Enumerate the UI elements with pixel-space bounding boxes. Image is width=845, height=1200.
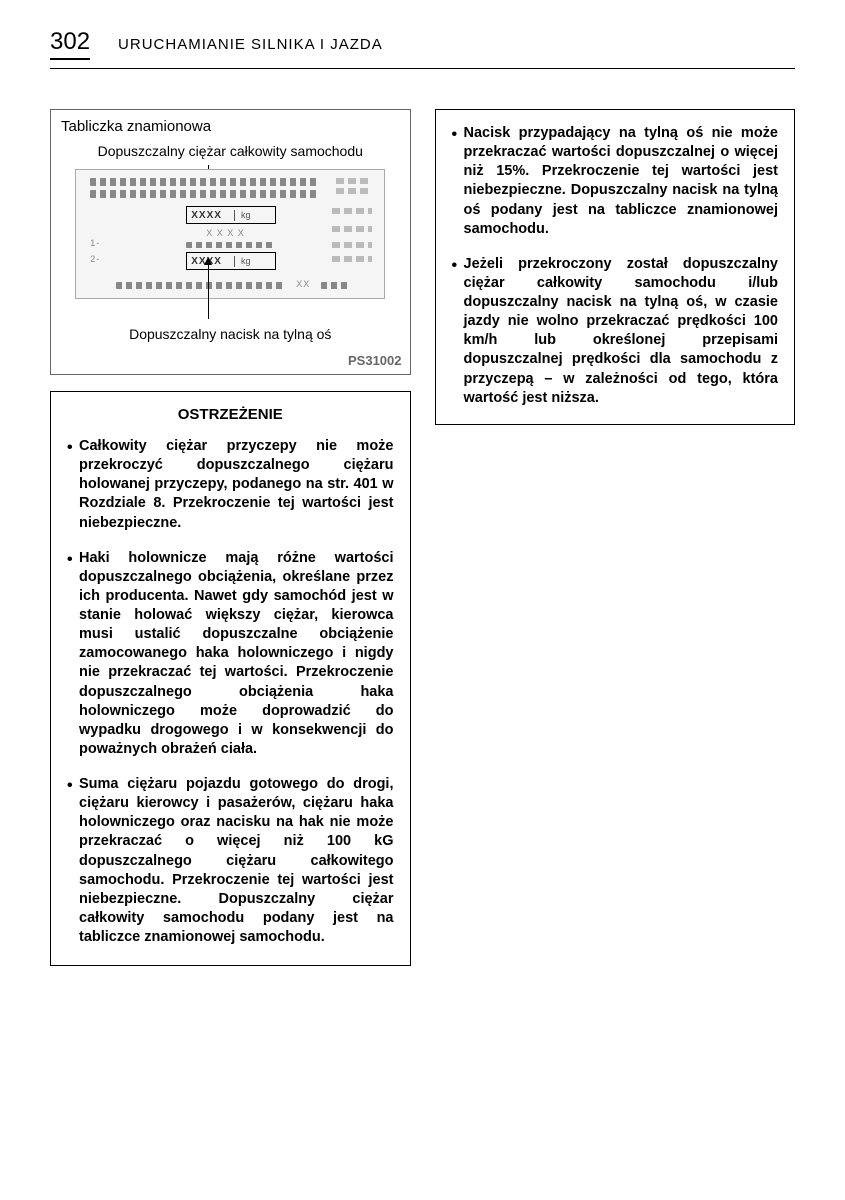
figure-label-bottom: Dopuszczalny nacisk na tylną oś <box>61 326 400 342</box>
content-wrapper: Tabliczka znamionowa Dopuszczalny ciężar… <box>0 69 845 966</box>
figure-title: Tabliczka znamionowa <box>61 118 400 135</box>
nameplate-unit-2: kg <box>241 256 251 266</box>
nameplate-gross-weight-row: XXXX kg <box>186 206 276 224</box>
nameplate-unit: kg <box>241 210 251 220</box>
right-column: Nacisk przypadający na tylną oś nie może… <box>435 109 796 966</box>
warning-title: OSTRZEŻENIE <box>67 406 394 423</box>
figure-box: Tabliczka znamionowa Dopuszczalny ciężar… <box>50 109 411 375</box>
warning-item: Całkowity ciężar przyczepy nie może prze… <box>67 437 394 533</box>
warning-item: Jeżeli przekroczony został dopuszczalny … <box>452 255 779 408</box>
warning-item: Suma ciężaru pojazdu gotowego do drogi, … <box>67 775 394 947</box>
warning-list-right: Nacisk przypadający na tylną oś nie może… <box>452 124 779 408</box>
page-number: 302 <box>50 28 90 60</box>
nameplate-value-2: XXXX <box>191 256 235 267</box>
warning-box-left: OSTRZEŻENIE Całkowity ciężar przyczepy n… <box>50 391 411 966</box>
nameplate-rear-axle-row: XXXX kg <box>186 252 276 270</box>
figure-code: PS31002 <box>348 353 402 368</box>
warning-item: Nacisk przypadający na tylną oś nie może… <box>452 124 779 239</box>
warning-box-right: Nacisk przypadający na tylną oś nie może… <box>435 109 796 425</box>
left-column: Tabliczka znamionowa Dopuszczalny ciężar… <box>50 109 411 966</box>
nameplate-value: XXXX <box>191 210 235 221</box>
figure-label-top: Dopuszczalny ciężar całkowity samochodu <box>61 143 400 159</box>
warning-item: Haki holownicze mają różne wartości dopu… <box>67 549 394 759</box>
warning-list-left: Całkowity ciężar przyczepy nie może prze… <box>67 437 394 947</box>
page-header: 302 URUCHAMIANIE SILNIKA I JAZDA <box>50 0 795 69</box>
section-title: URUCHAMIANIE SILNIKA I JAZDA <box>118 36 383 53</box>
nameplate-diagram: XXXX kg X X X X XXXX kg XX 1- <box>75 169 385 299</box>
nameplate-illustration: XXXX kg X X X X XXXX kg XX 1- <box>61 165 400 320</box>
